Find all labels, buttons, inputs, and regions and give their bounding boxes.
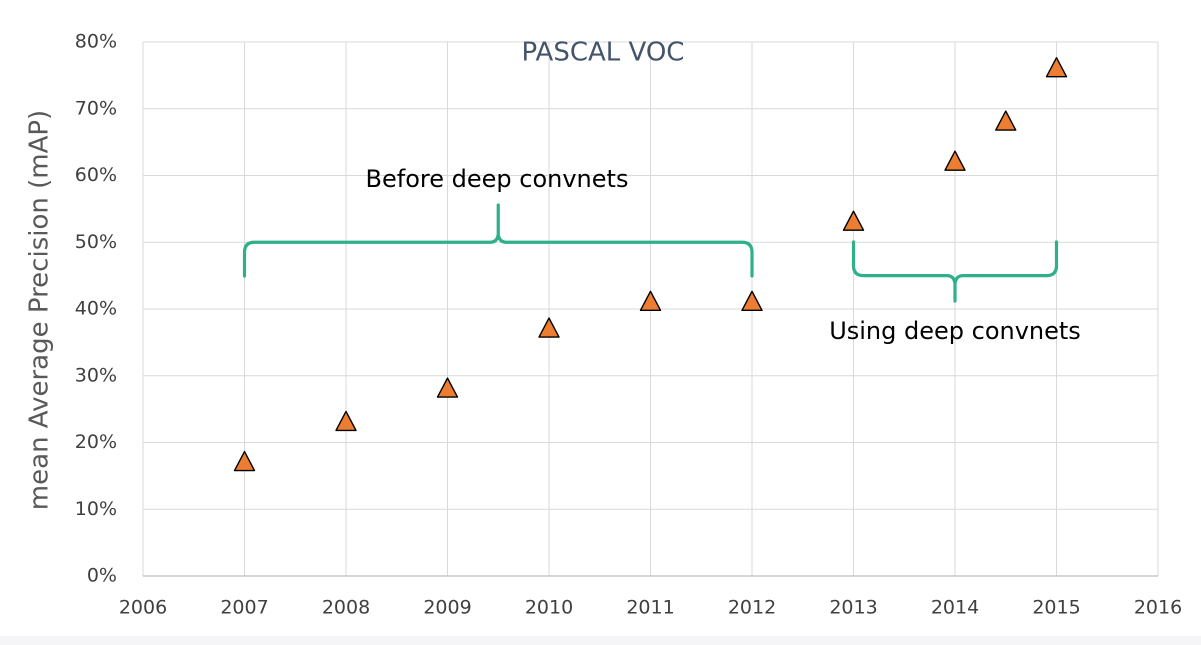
data-point-triangle	[741, 290, 763, 312]
bottom-bar	[0, 636, 1201, 645]
brace-before-deep-convnets	[242, 203, 754, 278]
y-tick-label: 50%	[75, 231, 117, 253]
x-tick-label: 2014	[931, 597, 979, 619]
annotation-before-deep-convnets: Before deep convnets	[366, 165, 629, 193]
brace-using-deep-convnets	[851, 240, 1059, 303]
data-point-triangle	[335, 410, 357, 432]
y-tick-labels: 0% 10% 20% 30% 40% 50% 60% 70% 80%	[75, 31, 117, 587]
x-tick-label: 2008	[322, 597, 370, 619]
data-point-triangle	[436, 377, 459, 398]
x-tick-label: 2013	[829, 597, 877, 619]
x-tick-label: 2016	[1134, 597, 1182, 619]
y-axis-label: mean Average Precision (mAP)	[25, 110, 55, 510]
data-points	[233, 57, 1068, 472]
data-point-triangle	[233, 450, 256, 472]
y-tick-label: 60%	[75, 164, 117, 186]
data-point-triangle	[842, 210, 865, 231]
x-tick-label: 2011	[626, 597, 674, 619]
data-point-triangle	[1045, 57, 1068, 78]
data-point-triangle	[995, 110, 1017, 131]
x-tick-label: 2007	[220, 597, 268, 619]
annotation-braces	[242, 203, 1059, 303]
data-point-triangle	[538, 317, 560, 338]
y-tick-label: 80%	[75, 31, 117, 53]
annotation-using-deep-convnets: Using deep convnets	[829, 317, 1081, 345]
y-tick-label: 20%	[75, 431, 117, 453]
x-tick-label: 2006	[119, 597, 167, 619]
y-tick-label: 0%	[87, 565, 117, 587]
x-tick-label: 2009	[423, 597, 471, 619]
data-point-triangle	[944, 150, 966, 171]
data-point-triangle	[639, 290, 662, 312]
x-tick-label: 2015	[1032, 597, 1080, 619]
y-tick-label: 70%	[75, 97, 117, 119]
x-tick-label: 2012	[728, 597, 776, 619]
y-tick-label: 10%	[75, 498, 117, 520]
y-tick-label: 30%	[75, 364, 117, 386]
chart-title: PASCAL VOC	[522, 38, 685, 68]
y-tick-label: 40%	[75, 298, 117, 320]
x-tick-labels: 2006 2007 2008 2009 2010 2011 2012 2013 2014 2015…	[119, 597, 1182, 619]
x-tick-label: 2010	[525, 597, 573, 619]
